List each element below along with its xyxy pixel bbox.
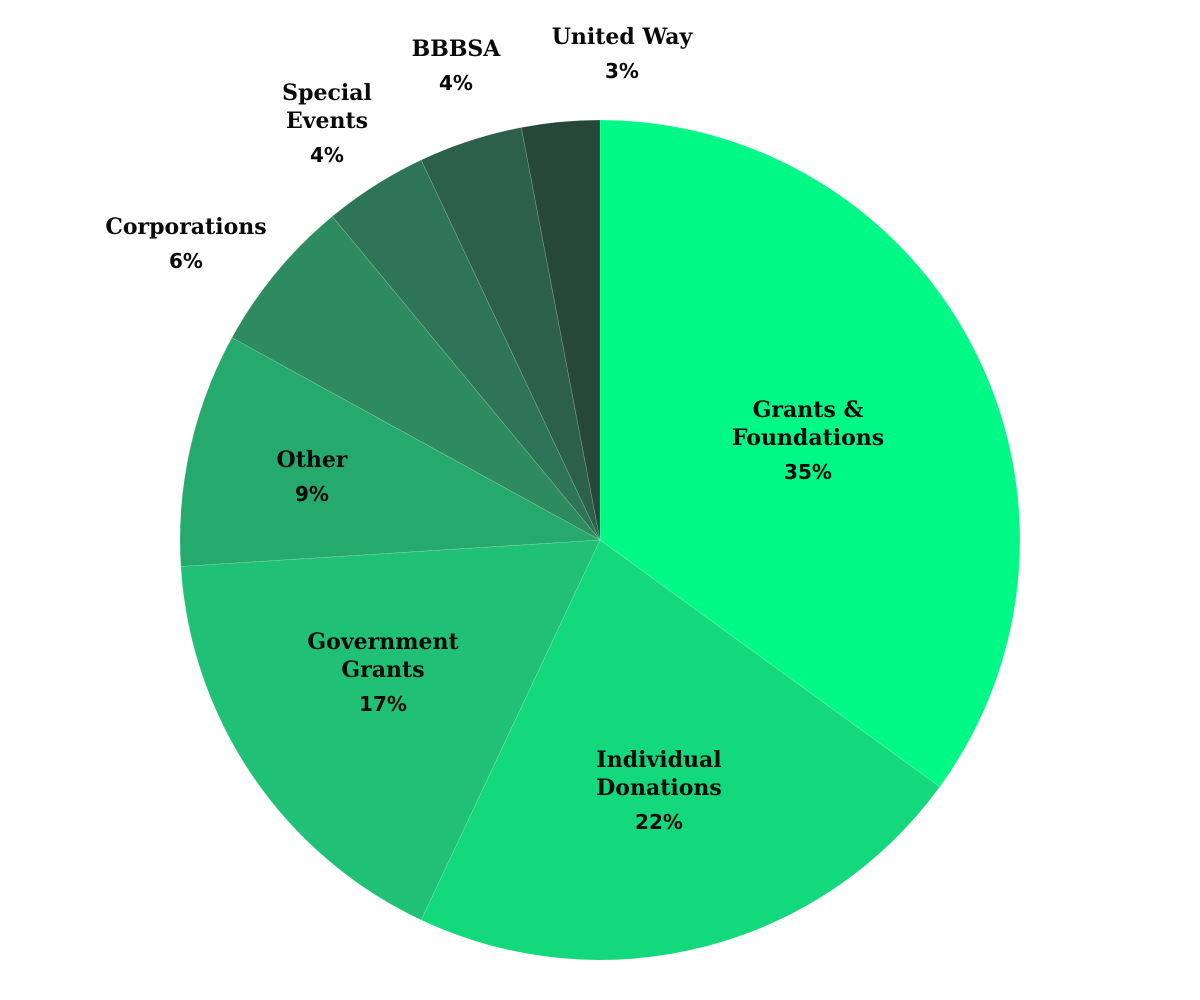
label-individual-donations: Individual Donations 22% [596, 747, 722, 834]
label-grants-foundations: Grants & Foundations 35% [731, 397, 885, 484]
label-government-grants: Government Grants 17% [307, 629, 459, 716]
pie-slice-united-way [520, 119, 601, 541]
pie-slice-government-grants [180, 539, 601, 921]
pie-slice-individual-donations [420, 539, 941, 961]
pie-slice-grants-foundations [599, 119, 1021, 788]
label-corporations: Corporations 6% [105, 214, 267, 273]
pie-slice-bbbsa [420, 127, 601, 541]
label-united-way: United Way 3% [551, 24, 693, 83]
label-bbbsa: BBBSA 4% [411, 36, 501, 95]
label-other: Other 9% [276, 447, 348, 506]
label-special-events: Special Events 4% [282, 80, 372, 167]
pie-slice-corporations [231, 215, 601, 541]
pie-slice-special-events [331, 159, 601, 541]
pie-slice-other [179, 337, 602, 567]
